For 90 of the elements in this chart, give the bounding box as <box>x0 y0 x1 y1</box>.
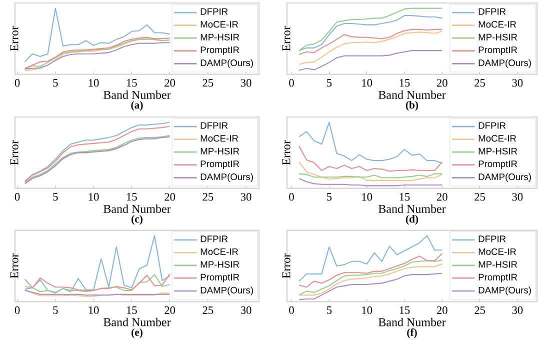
x-tick-label: 5 <box>326 79 332 87</box>
x-axis-title: Band Number <box>104 204 171 213</box>
legend-label: DFPIR <box>200 122 228 129</box>
text: (d) <box>406 215 418 225</box>
text: (e) <box>132 328 142 338</box>
legend-label: MoCE-IR <box>478 135 516 142</box>
legend-label: DAMP(Ours) <box>200 59 253 68</box>
legend-label: PromptIR <box>478 160 518 169</box>
legend-label: DFPIR <box>478 236 506 242</box>
x-tick-label: 30 <box>240 193 252 201</box>
text: (a) <box>131 101 143 111</box>
x-tick-label: 25 <box>474 193 486 201</box>
x-tick-label: 20 <box>164 193 176 201</box>
legend-label: MoCE-IR <box>200 248 238 255</box>
x-axis-title: Band Number <box>378 318 446 326</box>
x-axis-title: Band Number <box>378 204 446 213</box>
x-tick-label: 0 <box>14 79 20 87</box>
x-tick-label: 0 <box>14 193 20 201</box>
x-axis-title: Band Number <box>104 318 171 326</box>
x-tick-label: 15 <box>127 193 137 201</box>
x-tick-label: 20 <box>436 306 448 314</box>
legend-label: PromptIR <box>200 46 240 55</box>
x-tick-label: 25 <box>474 306 486 314</box>
x-axis-title: Band Number <box>104 90 171 99</box>
x-tick-label: 5 <box>53 79 58 87</box>
legend-label: DAMP(Ours) <box>200 173 253 182</box>
x-tick-label: 15 <box>400 79 410 87</box>
x-tick-label: 15 <box>400 193 410 201</box>
x-tick-label: 30 <box>512 79 523 87</box>
x-tick-label: 25 <box>202 79 214 87</box>
legend-label: MoCE-IR <box>478 21 516 28</box>
legend-label: MoCE-IR <box>200 21 238 28</box>
x-tick-label: 25 <box>202 306 214 314</box>
y-axis-title: Error <box>10 253 18 278</box>
legend-label: PromptIR <box>200 274 240 282</box>
x-tick-label: 10 <box>88 306 99 314</box>
x-tick-label: 5 <box>53 306 58 314</box>
y-axis-title: Error <box>282 140 290 165</box>
x-tick-label: 0 <box>289 306 294 314</box>
legend-label: PromptIR <box>200 160 240 169</box>
legend-label: PromptIR <box>478 274 518 282</box>
x-tick-label: 10 <box>362 306 372 314</box>
x-tick-label: 0 <box>289 79 294 87</box>
x-tick-label: 20 <box>164 306 176 314</box>
legend-label: DAMP(Ours) <box>478 59 531 68</box>
x-tick-label: 10 <box>362 79 372 87</box>
x-tick-label: 5 <box>326 193 332 201</box>
x-tick-label: 30 <box>240 79 252 87</box>
x-tick-label: 0 <box>14 306 20 314</box>
legend-label: MP-HSIR <box>200 148 240 154</box>
x-tick-label: 20 <box>436 79 448 87</box>
legend-label: MP-HSIR <box>200 34 240 40</box>
legend-label: MoCE-IR <box>200 135 238 142</box>
x-tick-label: 25 <box>474 79 486 87</box>
legend-label: DFPIR <box>478 122 506 129</box>
x-tick-label: 10 <box>88 193 99 201</box>
legend-label: PromptIR <box>478 46 518 55</box>
legend-label: DAMP(Ours) <box>200 286 253 296</box>
y-axis-title: Error <box>10 140 18 165</box>
x-tick-label: 15 <box>400 306 410 314</box>
y-axis-title: Error <box>10 26 18 51</box>
legend-label: DFPIR <box>200 236 228 242</box>
legend-label: MoCE-IR <box>478 248 516 255</box>
x-tick-label: 20 <box>436 193 448 201</box>
legend-label: MP-HSIR <box>478 34 518 40</box>
x-tick-label: 30 <box>512 306 523 314</box>
x-tick-label: 25 <box>202 193 214 201</box>
x-tick-label: 0 <box>289 193 294 201</box>
x-axis-title: Band Number <box>378 90 446 99</box>
y-axis-title: Error <box>282 253 290 278</box>
x-tick-label: 10 <box>88 79 99 87</box>
legend-label: MP-HSIR <box>200 261 240 268</box>
x-tick-label: 20 <box>164 79 176 87</box>
x-tick-label: 15 <box>127 79 137 87</box>
legend-label: MP-HSIR <box>478 261 518 268</box>
legend-label: DAMP(Ours) <box>478 286 531 296</box>
legend-label: MP-HSIR <box>478 148 518 154</box>
y-axis-title: Error <box>282 26 290 51</box>
text: (f) <box>407 328 417 338</box>
x-tick-label: 10 <box>362 193 372 201</box>
x-tick-label: 5 <box>53 193 58 201</box>
x-tick-label: 30 <box>240 306 252 314</box>
legend-label: DAMP(Ours) <box>478 173 531 182</box>
text: (c) <box>132 215 142 225</box>
legend-label: DFPIR <box>478 8 506 15</box>
x-tick-label: 15 <box>127 306 137 314</box>
x-tick-label: 30 <box>512 193 523 201</box>
legend-label: DFPIR <box>200 8 228 15</box>
text: (b) <box>406 101 418 111</box>
x-tick-label: 5 <box>326 306 332 314</box>
